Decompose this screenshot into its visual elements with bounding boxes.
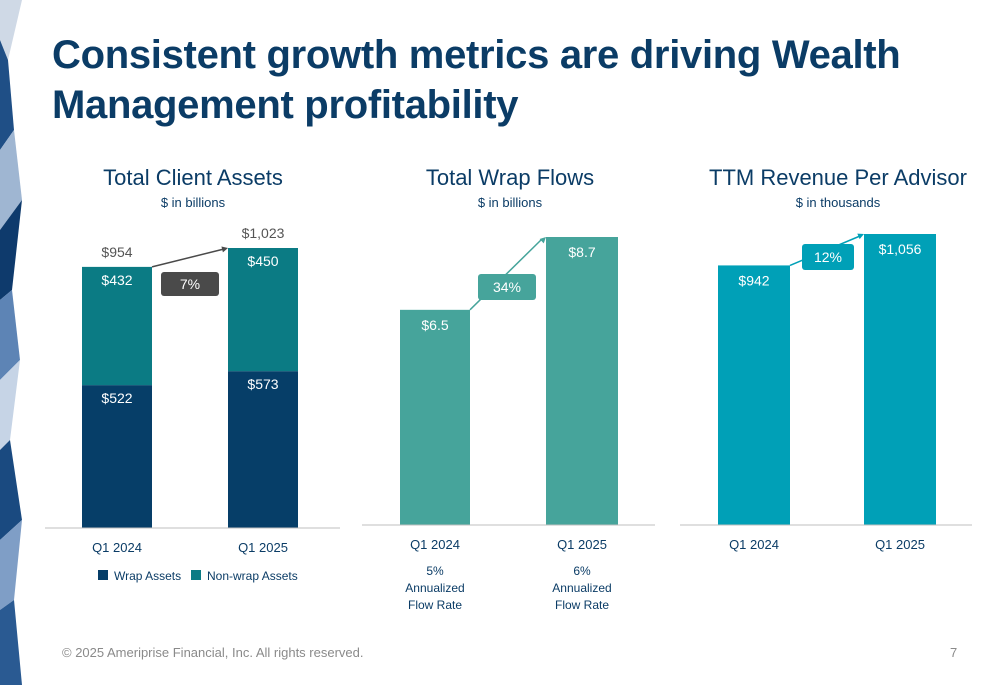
flow-rate-note-1-0: 6% xyxy=(573,564,591,578)
legend-label-wrap-assets: Wrap Assets xyxy=(114,569,181,583)
x-tick-wrap-flows-1: Q1 2025 xyxy=(557,537,607,552)
data-label-wrap-flows-0: $6.5 xyxy=(421,317,448,333)
bar-non-wrap-1 xyxy=(228,248,298,372)
bar-wrap-flows-1 xyxy=(546,237,618,525)
decorative-side-pattern xyxy=(0,0,22,685)
chart-subtitle-wrap-flows: $ in billions xyxy=(478,195,543,210)
growth-badge-wrap-flows xyxy=(478,274,536,300)
data-label-revenue-per-advisor-0: $942 xyxy=(738,272,769,288)
total-label-0: $954 xyxy=(101,244,132,260)
chart-subtitle-client-assets: $ in billions xyxy=(161,195,226,210)
x-tick-wrap-flows-0: Q1 2024 xyxy=(410,537,460,552)
bar-wrap-0 xyxy=(82,385,152,528)
legend-label-non-wrap-assets: Non-wrap Assets xyxy=(207,569,298,583)
slide-title: Consistent growth metrics are driving We… xyxy=(52,33,901,127)
x-tick-revenue-per-advisor-0: Q1 2024 xyxy=(729,537,779,552)
data-label-non-wrap-1: $450 xyxy=(247,253,278,269)
data-label-wrap-flows-1: $8.7 xyxy=(568,244,595,260)
growth-badge-text-revenue-per-advisor: 12% xyxy=(814,249,842,265)
data-label-wrap-1: $573 xyxy=(247,376,278,392)
growth-badge-revenue-per-advisor xyxy=(802,244,854,270)
chart-title-total-client-assets: Total Client Assets xyxy=(103,165,283,190)
data-label-non-wrap-0: $432 xyxy=(101,272,132,288)
flow-rate-note-1-2: Flow Rate xyxy=(555,598,609,612)
legend-swatch-wrap-assets xyxy=(98,570,108,580)
chart-title-wrap-flows: Total Wrap Flows xyxy=(426,165,594,190)
flow-rate-note-0-2: Flow Rate xyxy=(408,598,462,612)
data-label-revenue-per-advisor-1: $1,056 xyxy=(879,241,922,257)
flow-rate-note-1-1: Annualized xyxy=(552,581,611,595)
bar-non-wrap-0 xyxy=(82,266,152,386)
page-number: 7 xyxy=(950,645,958,660)
flow-rate-note-0-0: 5% xyxy=(426,564,444,578)
bar-revenue-per-advisor-1 xyxy=(864,234,936,525)
total-label-1: $1,023 xyxy=(242,225,285,241)
flow-rate-note-0-1: Annualized xyxy=(405,581,464,595)
bar-wrap-flows-0 xyxy=(400,309,470,525)
growth-badge-client-assets xyxy=(161,272,219,296)
chart-title-revenue-per-advisor: TTM Revenue Per Advisor xyxy=(709,165,967,190)
growth-arrowhead-revenue-per-advisor xyxy=(857,233,864,240)
growth-arrowhead-client-assets xyxy=(221,246,228,253)
legend-swatch-non-wrap-assets xyxy=(191,570,201,580)
growth-connector-client-assets xyxy=(151,248,225,268)
bar-revenue-per-advisor-0 xyxy=(718,265,790,525)
x-tick-client-assets-1: Q1 2025 xyxy=(238,540,288,555)
x-tick-client-assets-0: Q1 2024 xyxy=(92,540,142,555)
bar-wrap-1 xyxy=(228,371,298,528)
growth-badge-text-wrap-flows: 34% xyxy=(493,279,521,295)
chart-subtitle-revenue-per-advisor: $ in thousands xyxy=(796,195,881,210)
x-tick-revenue-per-advisor-1: Q1 2025 xyxy=(875,537,925,552)
copyright-footer: © 2025 Ameriprise Financial, Inc. All ri… xyxy=(62,645,364,660)
growth-arrowhead-wrap-flows xyxy=(539,237,546,244)
growth-badge-text-client-assets: 7% xyxy=(180,276,200,292)
data-label-wrap-0: $522 xyxy=(101,390,132,406)
